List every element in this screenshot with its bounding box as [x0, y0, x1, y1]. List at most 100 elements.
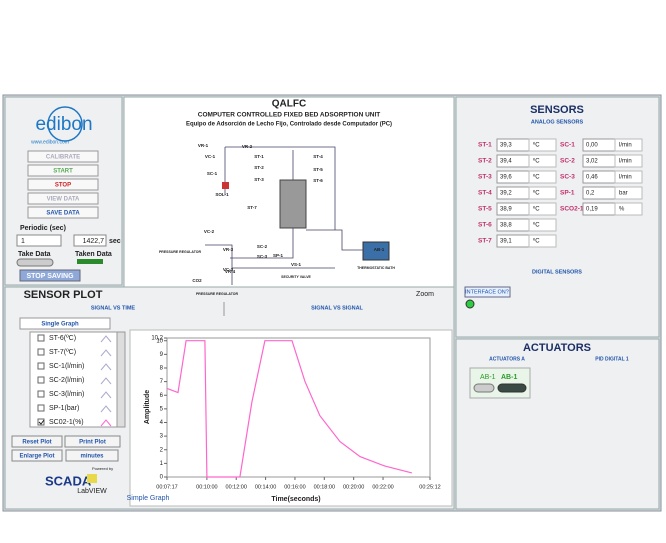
- labview: LabVIEW: [77, 488, 107, 495]
- channel-label: SC-1(l/min): [49, 363, 84, 370]
- channel-swatch: [100, 419, 112, 427]
- sensor-unit-box: [614, 138, 643, 152]
- take-data: Take Data: [18, 251, 51, 258]
- switch-off[interactable]: [473, 383, 495, 393]
- sensor-name: SCO2-1: [560, 206, 584, 213]
- periodic-input[interactable]: [16, 234, 62, 247]
- sensor-unit-box: [528, 170, 557, 184]
- plot-button-label: Print Plot: [79, 440, 106, 446]
- sensor-unit-box: [528, 234, 557, 248]
- logo-ring: [47, 106, 83, 142]
- sensor-value: 39,2: [500, 191, 512, 197]
- diagram-label: CO2: [192, 278, 202, 283]
- actuators-tab[interactable]: ACTUATORS A: [489, 356, 525, 362]
- plot-button-label: minutes: [80, 454, 104, 460]
- button[interactable]: [27, 206, 99, 219]
- sensor-unit: ºC: [533, 238, 540, 245]
- channel-label: SC-2(l/min): [49, 377, 84, 384]
- checkbox[interactable]: [37, 376, 45, 384]
- mode-dropdown[interactable]: [19, 317, 111, 330]
- sensor-name: ST-3: [478, 174, 492, 181]
- button[interactable]: [27, 192, 99, 205]
- channel-swatch: [100, 391, 112, 399]
- sensor-unit: ºC: [533, 142, 540, 149]
- sensor-unit-box: [614, 154, 643, 168]
- sensor-name: SC-3: [560, 174, 575, 181]
- stop-saving-button[interactable]: [19, 269, 81, 282]
- diagram-label: VR-3: [223, 247, 234, 252]
- sensor-value: 39,4: [500, 159, 512, 165]
- sensor-unit: ºC: [533, 206, 540, 213]
- x-tick-label: 00:18:00: [314, 484, 335, 490]
- x-tick-label: 00:22:00: [372, 484, 393, 490]
- scrollbar[interactable]: [116, 331, 126, 428]
- switch-on[interactable]: [497, 383, 527, 393]
- channel-swatch: [100, 377, 112, 385]
- stop-saving-label: STOP SAVING: [26, 273, 74, 280]
- diagram-label: PRESSURE REGULATOR: [196, 292, 239, 296]
- checkbox[interactable]: [37, 334, 45, 342]
- button[interactable]: [27, 150, 99, 163]
- y-tick-label: 9: [160, 352, 164, 358]
- button[interactable]: [27, 164, 99, 177]
- plot-tab[interactable]: SIGNAL VS SIGNAL: [311, 305, 363, 311]
- actuators-tab[interactable]: PID DIGITAL 1: [595, 356, 629, 362]
- periodic-label: Periodic (sec): [20, 225, 66, 232]
- y-tick-label: 10: [156, 338, 163, 344]
- plot-button[interactable]: [64, 435, 121, 448]
- diagram-title: COMPUTER CONTROLLED FIXED BED ADSORPTION…: [198, 112, 381, 119]
- channel-label: ST-6(ºC): [49, 335, 76, 342]
- sensor-value: 0,2: [586, 191, 595, 197]
- diagram-label: SP-1: [273, 253, 284, 258]
- plot-button-label: Reset Plot: [22, 440, 51, 446]
- sensors-title: SENSORS: [530, 104, 584, 116]
- channel-swatch: [100, 335, 112, 343]
- sensor-name: ST-2: [478, 158, 492, 165]
- taken-data-bar: [77, 259, 103, 264]
- interface-button[interactable]: [464, 286, 511, 298]
- diagram-label: ST-4: [313, 154, 323, 159]
- sensor-value: 0,46: [586, 175, 598, 181]
- thermostatic-bath: [362, 241, 390, 261]
- channel-label: SC02-1(%): [49, 419, 84, 426]
- scada-logo: SCADA: [45, 473, 92, 488]
- plot-button[interactable]: [11, 435, 63, 448]
- channel-label: SP-1(bar): [49, 405, 79, 412]
- y-tick-label: 2: [160, 447, 164, 453]
- zoom[interactable]: Zoom: [416, 291, 434, 298]
- website: www.edibon.com: [31, 139, 69, 145]
- plot-button[interactable]: [11, 449, 63, 462]
- take-data-toggle[interactable]: [16, 258, 54, 267]
- sensor-unit: ºC: [533, 222, 540, 229]
- diagram-label: THERMOSTATIC BATH: [357, 266, 395, 270]
- checkbox[interactable]: [37, 348, 45, 356]
- sensor-value: 39,3: [500, 143, 512, 149]
- sensor-unit-box: [614, 202, 643, 216]
- plot-tab[interactable]: SIGNAL VS TIME: [91, 305, 136, 311]
- checkbox[interactable]: [37, 362, 45, 370]
- sensor-unit-box: [614, 170, 643, 184]
- interface-label: INTERFACE ON?: [465, 289, 509, 295]
- diagram-label: ST-5: [313, 167, 323, 172]
- switch-label: AB-1: [501, 374, 517, 381]
- mode-label: Single Graph: [41, 322, 79, 328]
- diagram-label: SECURITY VALVE: [281, 275, 311, 279]
- checkbox[interactable]: [37, 418, 45, 426]
- y-tick-label: 4: [160, 420, 164, 426]
- diagram-label: VR-4: [225, 269, 236, 274]
- diagram-label: SC-3: [257, 254, 268, 259]
- diagram-label: VR-2: [242, 144, 253, 149]
- button[interactable]: [27, 178, 99, 191]
- sensor-unit: bar: [619, 191, 628, 197]
- x-tick-label: 00:12:00: [226, 484, 247, 490]
- sensor-value: 0,00: [586, 143, 598, 149]
- plot-button[interactable]: [65, 449, 119, 462]
- diagram-label: VS-1: [291, 262, 302, 267]
- sensor-unit: l/min: [619, 159, 632, 165]
- checkbox[interactable]: [37, 404, 45, 412]
- y-tick-label: 3: [160, 434, 164, 440]
- sensor-value: 0,19: [586, 207, 598, 213]
- checkbox[interactable]: [37, 390, 45, 398]
- diagram-label: AB-1: [374, 247, 385, 252]
- button-label: SAVE DATA: [46, 211, 80, 217]
